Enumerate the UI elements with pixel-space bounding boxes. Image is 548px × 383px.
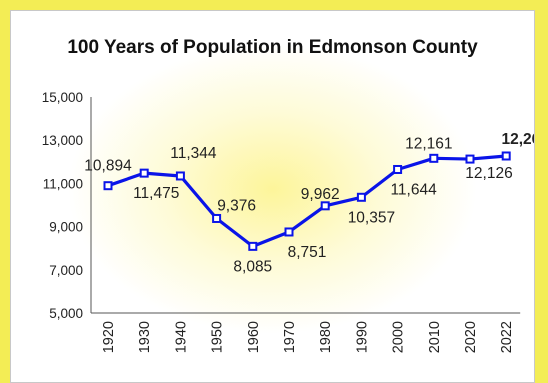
x-tick-label: 1920 (101, 321, 117, 353)
data-label: 11,644 (390, 181, 437, 198)
x-tick-label: 1990 (354, 321, 370, 353)
data-point-marker (248, 241, 258, 251)
data-point-marker (356, 192, 366, 202)
y-tick-label: 9,000 (49, 220, 83, 235)
data-label: 8,751 (288, 244, 327, 261)
data-point-marker (501, 151, 511, 161)
data-point-marker (465, 154, 475, 164)
data-point-marker (284, 227, 294, 237)
line-chart: 5,000 7,000 9,000 11,000 13,000 15,000 1920 193… (42, 90, 535, 353)
data-label: 10,357 (348, 209, 395, 226)
data-point-marker (175, 171, 185, 181)
y-tick-label: 11,000 (43, 176, 83, 191)
data-label: 12,161 (405, 135, 452, 152)
x-tick-label: 1980 (318, 321, 334, 353)
x-tick-label: 2010 (427, 321, 443, 353)
x-tick-label: 2020 (463, 321, 479, 353)
y-tick-label: 7,000 (49, 263, 83, 278)
data-point-marker (139, 168, 149, 178)
chart-frame: 100 Years of Population in Edmonson Coun… (10, 10, 535, 383)
x-tick-label: 2000 (391, 321, 407, 353)
x-tick-label: 2022 (499, 321, 515, 353)
chart-title: 100 Years of Population in Edmonson Coun… (67, 37, 478, 58)
data-label: 11,475 (133, 185, 179, 202)
data-point-marker (212, 213, 222, 223)
data-label: 12,269 (501, 131, 535, 148)
data-label: 8,085 (233, 258, 272, 275)
data-point-marker (393, 164, 403, 174)
data-label: 9,962 (301, 186, 340, 203)
data-label: 10,894 (84, 158, 132, 175)
data-label: 11,344 (170, 145, 217, 162)
x-tick-label: 1940 (173, 321, 189, 353)
series-line (107, 154, 507, 248)
y-tick-label: 15,000 (42, 90, 83, 105)
x-tick-label: 1970 (282, 321, 298, 353)
x-tick-label: 1960 (246, 321, 262, 353)
y-tick-label: 13,000 (42, 133, 83, 148)
x-tick-label: 1930 (137, 321, 153, 353)
y-tick-label: 5,000 (49, 306, 83, 321)
data-label: 12,126 (465, 165, 512, 182)
data-label: 9,376 (217, 197, 256, 214)
x-tick-label: 1950 (210, 321, 226, 353)
data-point-marker (320, 201, 330, 211)
data-point-marker (429, 153, 439, 163)
data-point-marker (103, 181, 113, 191)
